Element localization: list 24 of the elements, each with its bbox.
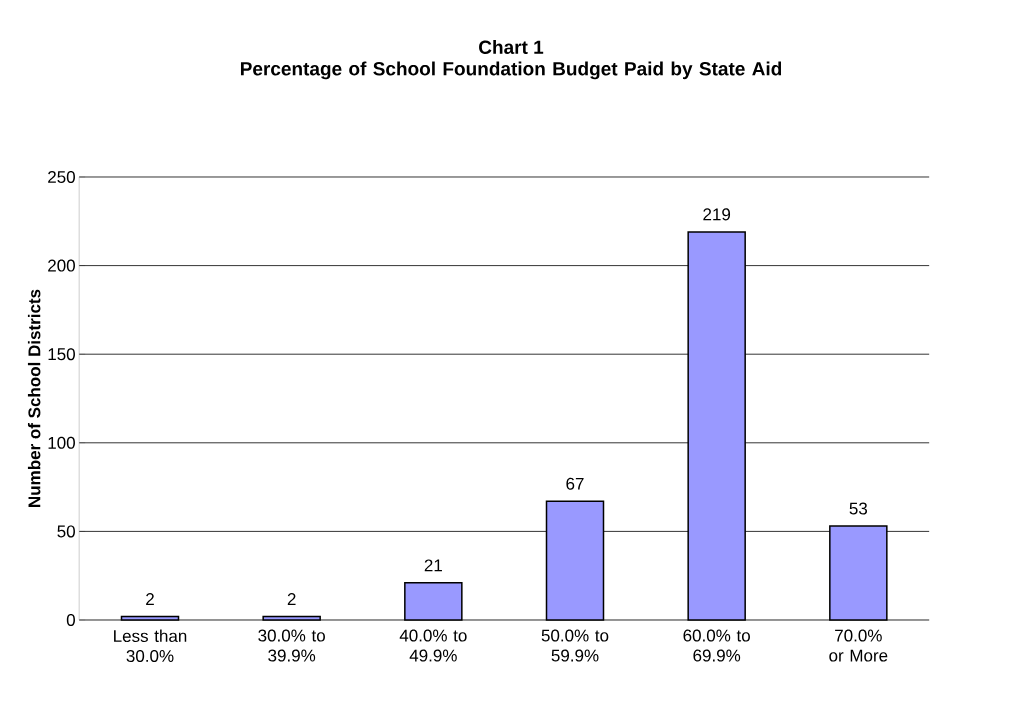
x-tick-label: 30.0% to 39.9% [258,629,325,662]
bar [404,582,463,621]
chart-subtitle: Percentage of School Foundation Budget Paid by State Aid [240,61,782,80]
y-tick-label: 0 [66,613,75,627]
y-tick-label: 50 [57,525,75,538]
data-label: 67 [566,477,584,490]
data-label: 2 [287,593,296,605]
x-tick-label: 60.0% to 69.9% [683,629,750,662]
x-tick-label: 50.0% to 59.9% [541,629,609,662]
x-tick-label: Less than 30.0% [114,629,187,663]
data-label: 53 [849,502,868,515]
y-tick-label: 200 [48,259,75,272]
x-tick-label: 70.0% or More [829,629,888,662]
x-tick-label: 40.0% to 49.9% [399,629,467,662]
data-label: 2 [146,593,154,605]
y-tick-label: 250 [48,170,75,184]
chart-title: Chart 1 [479,40,544,54]
y-axis-title: Number of School Districts [27,289,41,507]
bar [262,615,321,621]
data-label: 219 [703,208,731,221]
y-tick-label: 100 [48,436,75,449]
data-label: 21 [424,559,442,572]
y-tick-label: 150 [48,348,75,361]
bar [120,615,180,621]
